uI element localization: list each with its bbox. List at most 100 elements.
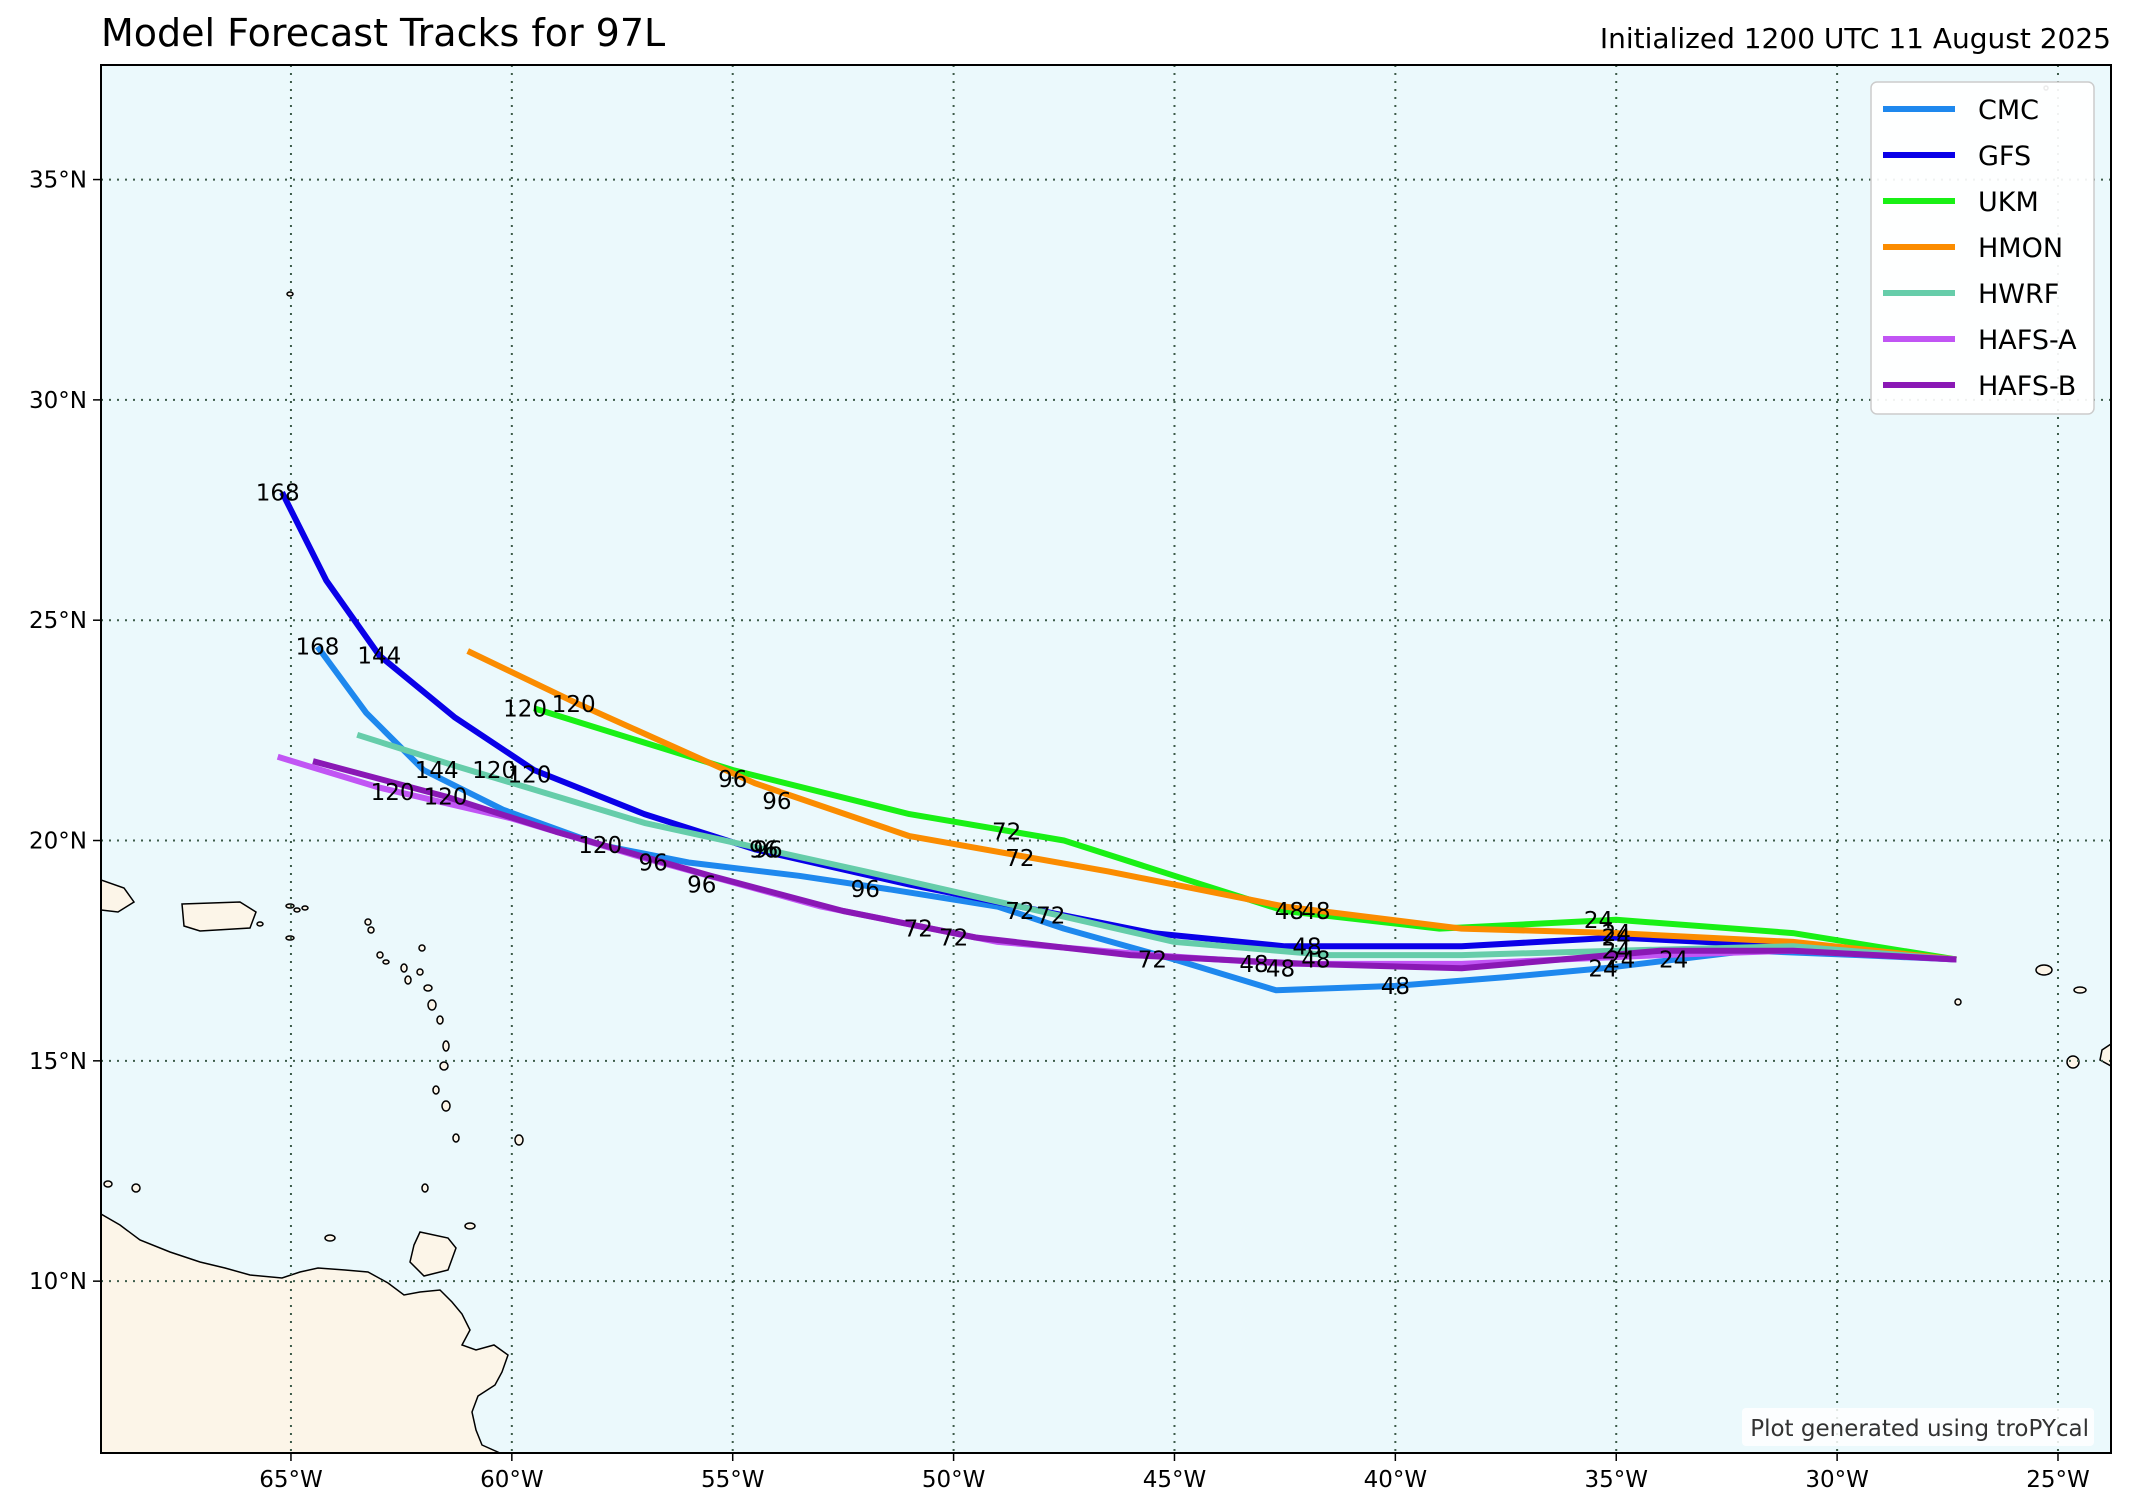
legend-label-hafs-a: HAFS-A	[1978, 325, 2077, 356]
legend-box	[1870, 81, 2095, 415]
trinidad-island	[409, 1231, 457, 1277]
x-tick-label: 30°W	[1805, 1467, 1869, 1493]
island-2	[293, 907, 301, 913]
hour-label-cmc: 96	[851, 877, 880, 903]
hour-label-hafs-b: 48	[1266, 956, 1295, 982]
hour-label-hafs-b: 96	[687, 873, 716, 899]
hour-label-hmon: 72	[1005, 846, 1034, 872]
hour-label-hafs-a: 120	[371, 780, 415, 806]
hour-label-hwrf: 24	[1602, 939, 1631, 965]
x-tick-label: 65°W	[259, 1467, 323, 1493]
hour-label-hmon: 96	[762, 789, 791, 815]
island-7	[367, 926, 375, 934]
hour-label-gfs: 24	[1602, 925, 1631, 951]
hour-label-ukm: 120	[503, 696, 547, 722]
hour-label-ukm: 72	[992, 820, 1021, 846]
hour-label-ukm: 96	[718, 767, 747, 793]
hour-label-hwrf: 72	[1005, 899, 1034, 925]
hour-label-gfs: 120	[472, 758, 516, 784]
island-3	[301, 905, 309, 911]
hour-label-cmc: 72	[1138, 947, 1167, 973]
hour-label-hwrf: 120	[508, 762, 552, 788]
hour-label-cmc: 48	[1381, 974, 1410, 1000]
credit-box: Plot generated using troPYcal	[1742, 1408, 2094, 1446]
island-15	[427, 999, 437, 1011]
forecast-tracks	[276, 491, 1957, 994]
island-32	[131, 1183, 141, 1193]
hour-label-gfs: 96	[749, 837, 778, 863]
legend-label-hwrf: HWRF	[1978, 279, 2059, 310]
island-28	[2066, 1055, 2080, 1069]
island-6	[364, 918, 372, 926]
island-16	[436, 1015, 444, 1025]
legend-label-cmc: CMC	[1978, 95, 2039, 126]
hour-label-cmc: 144	[415, 758, 459, 784]
x-tick-label: 35°W	[1584, 1467, 1648, 1493]
hour-label-ukm: 48	[1275, 899, 1304, 925]
legend-label-hmon: HMON	[1978, 233, 2063, 264]
hour-label-hafs-b: 72	[939, 925, 968, 951]
y-tick-label: 10°N	[29, 1269, 87, 1295]
hour-label-hafs-a: 72	[904, 917, 933, 943]
x-tick-label: 40°W	[1364, 1467, 1428, 1493]
island-26	[2035, 964, 2053, 976]
longitude-axis: 65°W 60°W 55°W 50°W 45°W 40°W 35°W 30°W 25°W	[259, 1453, 2090, 1493]
hour-label-hmon: 48	[1301, 899, 1330, 925]
island-14	[423, 984, 433, 992]
hour-label-gfs: 48	[1292, 934, 1321, 960]
ocean-background	[101, 65, 2111, 1453]
hour-label-hmon: 24	[1602, 921, 1631, 947]
small-islands	[103, 85, 2087, 1242]
x-tick-label: 60°W	[480, 1467, 544, 1493]
hour-label-cmc: 120	[578, 833, 622, 859]
island-17	[442, 1040, 450, 1052]
map-title: Model Forecast Tracks for 97L	[101, 11, 665, 55]
puerto-rico-island	[181, 901, 257, 932]
hour-label-hafs-a: 24	[1606, 947, 1635, 973]
island-9	[382, 959, 390, 965]
legend-label-hafs-b: HAFS-B	[1978, 371, 2076, 402]
hour-label-hafs-b: 24	[1659, 947, 1688, 973]
x-tick-label: 50°W	[922, 1467, 986, 1493]
island-13	[404, 975, 412, 985]
y-tick-label: 35°N	[29, 168, 87, 194]
hour-label-hmon: 120	[552, 692, 596, 718]
island-27	[2073, 986, 2087, 994]
island-18	[439, 1061, 449, 1071]
credit-text: Plot generated using troPYcal	[1750, 1416, 2089, 1442]
y-tick-label: 30°N	[29, 388, 87, 414]
island-22	[421, 1183, 429, 1193]
island-19	[432, 1085, 440, 1095]
hour-label-hafs-a: 96	[639, 851, 668, 877]
island-20	[441, 1100, 451, 1112]
hour-label-hwrf: 48	[1301, 947, 1330, 973]
hour-label-hwrf: 96	[753, 837, 782, 863]
hour-label-hafs-b: 120	[424, 784, 468, 810]
track-hafs-b	[312, 758, 1957, 972]
legend-label-ukm: UKM	[1978, 187, 2039, 218]
island-11	[418, 944, 426, 952]
hour-label-hafs-a: 48	[1239, 952, 1268, 978]
y-tick-label: 25°N	[29, 608, 87, 634]
island-8	[376, 951, 384, 959]
hour-label-gfs: 72	[1036, 903, 1065, 929]
island-12	[416, 968, 424, 976]
hour-label-cmc: 168	[296, 635, 340, 661]
latitude-axis: 10°N 15°N 20°N 25°N 30°N 35°N	[29, 168, 101, 1295]
island-4	[256, 921, 264, 927]
island-29	[1954, 998, 1962, 1006]
track-gfs	[279, 491, 1957, 963]
island-21	[452, 1133, 460, 1143]
island-31	[103, 1180, 113, 1188]
south-america-landmass	[101, 1213, 509, 1453]
map-subtitle: Initialized 1200 UTC 11 August 2025	[1600, 22, 2111, 55]
y-tick-label: 20°N	[29, 829, 87, 855]
x-tick-label: 55°W	[701, 1467, 765, 1493]
track-cmc	[315, 644, 1957, 994]
x-tick-label: 45°W	[1143, 1467, 1207, 1493]
land-layer	[101, 85, 2111, 1453]
hispaniola-island	[101, 879, 136, 913]
hour-label-cmc: 24	[1588, 956, 1617, 982]
island-0	[286, 291, 294, 297]
island-24	[514, 1134, 524, 1146]
